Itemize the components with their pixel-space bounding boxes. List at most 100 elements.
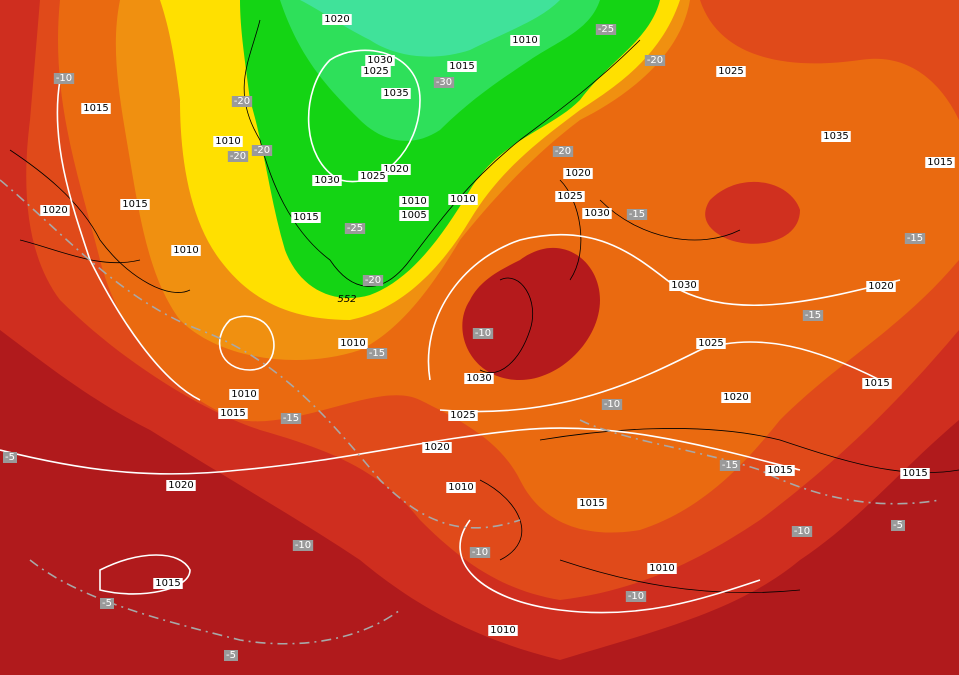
temperature-label-box xyxy=(469,547,491,558)
isobar-label: 1005 xyxy=(401,210,426,221)
temperature-label-box xyxy=(280,413,302,424)
coastline xyxy=(243,19,641,287)
isobar-label-box xyxy=(312,175,342,186)
isobar-label: 1015 xyxy=(122,199,147,210)
isobar-label: 1025 xyxy=(698,338,723,349)
temperature-label-box xyxy=(362,275,384,286)
isobar-label-box xyxy=(577,498,607,509)
isobar-label: 1010 xyxy=(173,245,198,256)
temperature-contour xyxy=(0,179,521,529)
isobar-label-box xyxy=(464,373,494,384)
isobar-label-box xyxy=(365,55,395,66)
isobar-label: 1020 xyxy=(868,281,893,292)
isobar-label-box xyxy=(448,410,478,421)
isobar-label: 1015 xyxy=(767,465,792,476)
isobar-label: 1020 xyxy=(424,442,449,453)
temperature-label: -30 xyxy=(436,77,452,88)
isobar-label-box xyxy=(171,245,201,256)
temperature-label: -10 xyxy=(604,399,620,410)
isobar-label: 1030 xyxy=(671,280,696,291)
isobar-label-box xyxy=(338,338,368,349)
isobar-label: 1030 xyxy=(466,373,491,384)
isobar xyxy=(427,233,901,381)
isobar-label: 1025 xyxy=(360,171,385,182)
isobar-label: 1015 xyxy=(579,498,604,509)
isobar-label: 1025 xyxy=(557,191,582,202)
isobar-label-box xyxy=(218,408,248,419)
temperature-contour xyxy=(29,559,401,645)
isobar-label-box xyxy=(563,168,593,179)
temperature-label: -15 xyxy=(805,310,821,321)
isobar xyxy=(218,315,275,371)
temperature-label-box xyxy=(53,73,75,84)
isobar-label: 1015 xyxy=(83,103,108,114)
isobar-label: 1010 xyxy=(450,194,475,205)
isobar-label: 1010 xyxy=(340,338,365,349)
isobar-label-box xyxy=(721,392,751,403)
isobar-label-box xyxy=(765,465,795,476)
temperature-label-box xyxy=(100,598,114,609)
isobar-label: 1035 xyxy=(823,131,848,142)
temperature-label: -15 xyxy=(629,209,645,220)
temperature-label: -10 xyxy=(472,547,488,558)
isobar-label-box xyxy=(358,171,388,182)
temperature-label: -10 xyxy=(628,591,644,602)
temperature-label: -15 xyxy=(907,233,923,244)
isobar-label-box xyxy=(399,210,429,221)
isobar-label: 1015 xyxy=(902,468,927,479)
field-aqua xyxy=(300,0,560,57)
isobar-label-box xyxy=(81,103,111,114)
isobar-label: 1010 xyxy=(490,625,515,636)
isobar-label-box xyxy=(446,482,476,493)
temperature-label-box xyxy=(292,540,314,551)
thickness-label: 552 xyxy=(337,294,356,305)
isobar-label-box xyxy=(488,625,518,636)
isobar-label: 1025 xyxy=(363,66,388,77)
temperature-label-box xyxy=(3,452,17,463)
isobar xyxy=(0,427,801,475)
isobar-label: 1015 xyxy=(220,408,245,419)
temperature-label-box xyxy=(224,650,238,661)
isobar-label-box xyxy=(866,281,896,292)
temperature-label-box xyxy=(904,233,926,244)
temperature-label-box xyxy=(719,460,741,471)
isobar-label-box xyxy=(696,338,726,349)
isobar-label: 1020 xyxy=(723,392,748,403)
isobar-label-box xyxy=(229,389,259,400)
isobar-label-box xyxy=(510,35,540,46)
temperature-label: -5 xyxy=(226,650,236,661)
temperature-label-box xyxy=(802,310,824,321)
isobar-label: 1015 xyxy=(293,212,318,223)
isobar-label: 1015 xyxy=(864,378,889,389)
isobar xyxy=(56,79,201,401)
temperature-label: -20 xyxy=(230,151,246,162)
temperature-label-box xyxy=(791,526,813,537)
labels: 1020 1010 1030 1025 1015 1035 1025 1015 1010 1020… xyxy=(3,14,955,661)
isobar-label-box xyxy=(448,194,478,205)
temperature-label: -20 xyxy=(254,145,270,156)
temperature-label: -20 xyxy=(365,275,381,286)
temperature-label-box xyxy=(433,77,455,88)
temperature-label-box xyxy=(625,591,647,602)
isobar-label: 1015 xyxy=(449,61,474,72)
isobar-label-box xyxy=(213,136,243,147)
temperature-label: -15 xyxy=(722,460,738,471)
temperature-label: -10 xyxy=(56,73,72,84)
temperature-label: -5 xyxy=(893,520,903,531)
isobar-label: 1015 xyxy=(927,157,952,168)
isobar-label-box xyxy=(166,480,196,491)
isobar-label: 1020 xyxy=(168,480,193,491)
temperature-label-box xyxy=(891,520,905,531)
isobar-label-box xyxy=(925,157,955,168)
isobar-label-box xyxy=(291,212,321,223)
isobar-label-box xyxy=(120,199,150,210)
field-uk-low xyxy=(462,247,600,380)
isobar-label-box xyxy=(153,578,183,589)
isobar-label: 1010 xyxy=(512,35,537,46)
isobar-label-box xyxy=(821,131,851,142)
isobar-label-box xyxy=(40,205,70,216)
isobar-label-box xyxy=(582,208,612,219)
temperature-label-box xyxy=(344,223,366,234)
isobar xyxy=(459,519,761,614)
